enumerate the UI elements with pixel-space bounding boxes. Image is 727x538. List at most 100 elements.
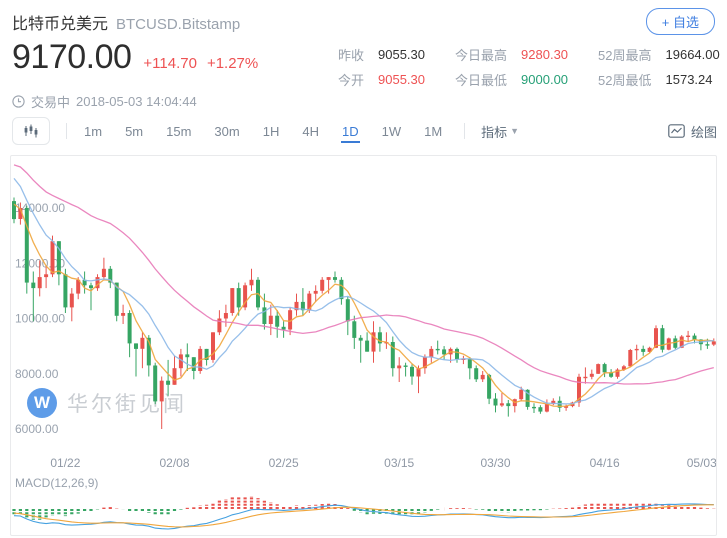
candlestick-icon [24,124,38,138]
candle-body [18,208,23,219]
stat-value: 9000.00 [521,72,569,87]
ma10-line [13,177,714,405]
candle-body [358,337,363,341]
candle-body [24,208,29,283]
candle-body [609,372,614,377]
candle-body [686,335,691,337]
wallstreetcn-logo: W [27,388,57,418]
candle-body [647,347,652,352]
x-axis-label: 05/03 [686,456,717,470]
clock-icon [12,95,25,108]
candle-body [146,337,151,366]
candle-body [397,365,402,369]
candle-body [320,279,325,291]
timeframe-4H[interactable]: 4H [302,123,319,139]
stat-value: 9055.30 [378,72,426,87]
macd-dif-line [13,503,714,530]
candle-body [429,348,434,358]
candle-body [82,279,87,286]
drawing-tools-button[interactable]: 绘图 [668,122,717,141]
timeframe-group: 1m 5m 15m 30m 1H 4H 1D 1W 1M [83,120,464,143]
indicator-menu-button[interactable]: 指标 ▼ [481,122,519,141]
candle-body [666,338,671,350]
candle-body [114,282,119,316]
macd-chart[interactable] [11,486,716,534]
candle-body [390,342,395,369]
candle-body [377,332,382,344]
candle-body [506,403,511,407]
candle-body [487,374,492,399]
candle-body [307,293,312,311]
candle-body [50,241,55,275]
candle-body [134,343,138,349]
candle-body [56,241,61,275]
candle-body [294,301,299,311]
candle-body [166,380,171,385]
candle-body [474,368,479,380]
timeframe-15m[interactable]: 15m [166,123,192,139]
y-axis-label: 10000.00 [15,312,65,326]
candle-body [121,313,126,316]
candle-body [108,268,113,283]
candle-body [172,368,177,385]
add-watchlist-button[interactable]: + 自选 [645,8,715,35]
drawing-icon [668,124,685,138]
drawing-tools-label: 绘图 [690,124,717,140]
status-row: 交易中 2018-05-03 14:04:44 [12,92,197,111]
candle-body [621,366,626,370]
candle-body [178,354,183,369]
instrument-symbol: BTCUSD.Bitstamp [116,16,241,33]
candle-body [544,404,549,412]
candle-body [422,357,427,369]
timeframe-1H[interactable]: 1H [262,123,280,139]
candle-body [455,348,459,360]
candle-body [345,299,350,322]
candle-body [243,285,248,308]
candle-body [551,400,556,405]
candle-body [692,335,697,340]
candle-body [519,389,524,400]
stat-label: 52周最低 [598,73,652,88]
candle-body [416,368,421,377]
candle-body [37,277,42,289]
timeframe-30m[interactable]: 30m [214,123,240,139]
title-row: 比特币兑美元 BTCUSD.Bitstamp [12,10,240,34]
candle-body [641,348,646,352]
macd-indicator-label: MACD(12,26,9) [15,476,99,490]
chart-type-button[interactable] [12,117,50,145]
stat-0: 昨收 9055.30 [338,42,425,67]
timeframe-1W[interactable]: 1W [381,123,402,139]
x-axis-label: 02/25 [268,456,299,470]
candle-body [12,201,16,220]
candle-body [371,332,376,352]
timeframe-1m[interactable]: 1m [84,123,103,139]
candle-body [191,357,196,371]
stat-2: 今日最高 9280.30 [455,42,568,67]
candle-body [564,406,569,408]
candle-body [275,315,280,327]
candle-body [31,282,36,289]
x-axis-label: 03/30 [480,456,511,470]
candle-body [499,403,504,406]
stat-label: 昨收 [338,48,365,63]
candle-body [230,288,235,313]
chevron-down-icon: ▼ [510,126,520,136]
candle-body [211,332,215,360]
candle-body [532,406,536,409]
candle-body [44,274,49,278]
stat-5: 52周最低 1573.24 [598,67,720,92]
timeframe-1D[interactable]: 1D [340,120,360,143]
candle-body [410,366,414,377]
candle-body [313,290,318,294]
candle-body [596,364,601,374]
stat-value: 19664.00 [665,47,720,62]
indicator-menu-label: 指标 [481,124,508,140]
candle-body [705,344,710,346]
toolbar-divider [66,123,67,139]
candle-body [480,374,485,380]
candle-body [326,277,331,280]
candle-body [435,348,440,351]
timeframe-1M[interactable]: 1M [424,123,443,139]
timeframe-5m[interactable]: 5m [125,123,144,139]
